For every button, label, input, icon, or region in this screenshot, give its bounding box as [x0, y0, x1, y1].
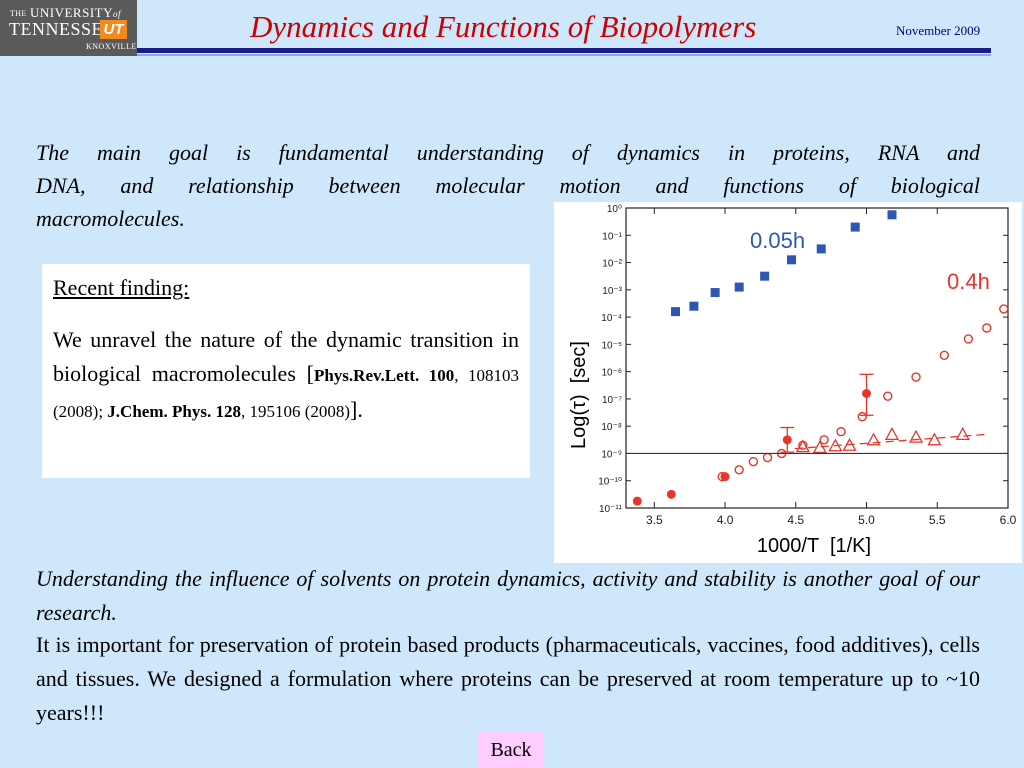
ref1-journal: Phys.Rev.Lett. 100: [313, 366, 455, 385]
data-point-circle-open: [857, 411, 867, 422]
bracket-open: [: [306, 361, 314, 386]
triangle-trend-line: [794, 433, 987, 450]
data-point-square: [760, 271, 770, 281]
finding-body: We unravel the nature of the dynamic tra…: [53, 327, 519, 386]
intro-line-2: DNA, and relationship between molecular …: [36, 173, 980, 198]
solvent-goal-paragraph: Understanding the influence of solvents …: [36, 566, 980, 625]
data-point-circle-open: [911, 372, 921, 382]
data-point-triangle: [955, 427, 970, 441]
data-point-triangle: [866, 432, 881, 446]
data-point-circle-open: [982, 323, 992, 333]
finding-heading: Recent finding:: [53, 275, 190, 300]
y-tick-label: 10⁻¹¹: [599, 504, 623, 515]
y-tick-label: 10⁰: [607, 204, 622, 215]
y-tick-label: 10⁻⁷: [602, 395, 622, 406]
intro-paragraph: The main goal is fundamental understandi…: [36, 136, 980, 235]
logo-tennessee: TENNESSEE: [9, 19, 115, 39]
data-point-square: [887, 210, 897, 220]
ref1-rest: , 108103 (2008);: [53, 366, 520, 421]
slide-date: November 2009: [896, 23, 981, 38]
logo-ut-badge: UT: [100, 20, 127, 39]
y-tick-label: 10⁻⁹: [601, 449, 622, 460]
ref2-rest: , 195106 (2008): [240, 402, 351, 421]
data-point-circle-open: [963, 334, 974, 344]
back-button[interactable]: Back: [478, 732, 544, 768]
data-point-square: [671, 307, 681, 317]
y-axis-label: Log(τ) [sec]: [568, 341, 590, 449]
plot-frame: [625, 207, 1009, 509]
preservation-paragraph: It is important for preservation of prot…: [36, 632, 980, 725]
data-point-circle-open: [883, 391, 893, 401]
series-label-04h: 0.4h: [947, 269, 990, 294]
data-point-triangle: [908, 429, 924, 443]
x-tick-label: 3.5: [646, 513, 663, 527]
data-point-triangle: [795, 439, 810, 453]
x-tick-label: 4.5: [787, 513, 804, 527]
recent-finding-box: Recent finding: We unravel the nature of…: [42, 264, 530, 478]
y-tick-label: 10⁻¹⁰: [598, 477, 622, 488]
y-tick-label: 10⁻³: [602, 286, 622, 297]
data-point-triangle: [927, 432, 942, 446]
data-point-circle-filled: [632, 496, 642, 506]
intro-line-3: macromolecules.: [36, 206, 185, 231]
logo-knoxville: KNOXVILLE: [86, 42, 137, 51]
data-point-square: [787, 255, 797, 265]
y-tick-label: 10⁻⁴: [601, 313, 622, 324]
data-point-circle-filled: [720, 472, 730, 482]
university-logo: THE UNIVERSITYof TENNESSEE UT KNOXVILLE: [0, 0, 137, 56]
data-point-square: [710, 288, 720, 298]
logo-the: THE: [10, 9, 27, 18]
ref2-journal: J.Chem. Phys. 128: [107, 402, 241, 421]
data-point-triangle: [884, 427, 900, 441]
x-tick-label: 5.0: [858, 513, 875, 527]
logo-university: UNIVERSITYof: [30, 5, 122, 20]
data-point-circle-open: [762, 452, 773, 463]
relaxation-chart: 0.05h 0.4h 1000/T [1/K] Log(τ) [sec] 3.5…: [554, 202, 1022, 563]
data-point-square: [689, 301, 699, 311]
header-rule-thin: [137, 54, 991, 56]
series-layer: [632, 210, 1009, 506]
x-axis-label: 1000/T [1/K]: [757, 535, 871, 557]
data-point-circle-open: [939, 350, 950, 360]
x-tick-label: 5.5: [929, 513, 946, 527]
data-point-circle-open: [819, 435, 829, 445]
x-tick-label: 4.0: [717, 513, 734, 527]
chart-svg: 0.05h 0.4h 1000/T [1/K] Log(τ) [sec] 3.5…: [568, 204, 1017, 557]
y-tick-label: 10⁻¹: [602, 231, 622, 242]
data-point-circle-open: [836, 426, 846, 437]
finding-text: We unravel the nature of the dynamic tra…: [53, 323, 519, 429]
slide-title: Dynamics and Functions of Biopolymers: [250, 9, 757, 44]
series-label-005h: 0.05h: [750, 228, 805, 253]
data-point-circle-filled: [666, 489, 676, 499]
data-point-square: [850, 222, 860, 232]
x-tick-label: 6.0: [1000, 513, 1017, 527]
y-tick-label: 10⁻⁸: [601, 422, 622, 433]
y-tick-label: 10⁻⁵: [601, 340, 622, 351]
y-tick-label: 10⁻²: [602, 259, 622, 270]
y-tick-label: 10⁻⁶: [601, 368, 622, 379]
data-point-circle-open: [734, 465, 744, 475]
data-point-circle-open: [999, 304, 1009, 314]
header-rule: [137, 48, 991, 53]
data-point-circle-open: [748, 456, 759, 467]
data-point-square: [816, 244, 826, 254]
data-point-square: [734, 282, 744, 292]
intro-line-1: The main goal is fundamental understandi…: [36, 140, 980, 165]
bracket-close: ].: [350, 397, 363, 422]
